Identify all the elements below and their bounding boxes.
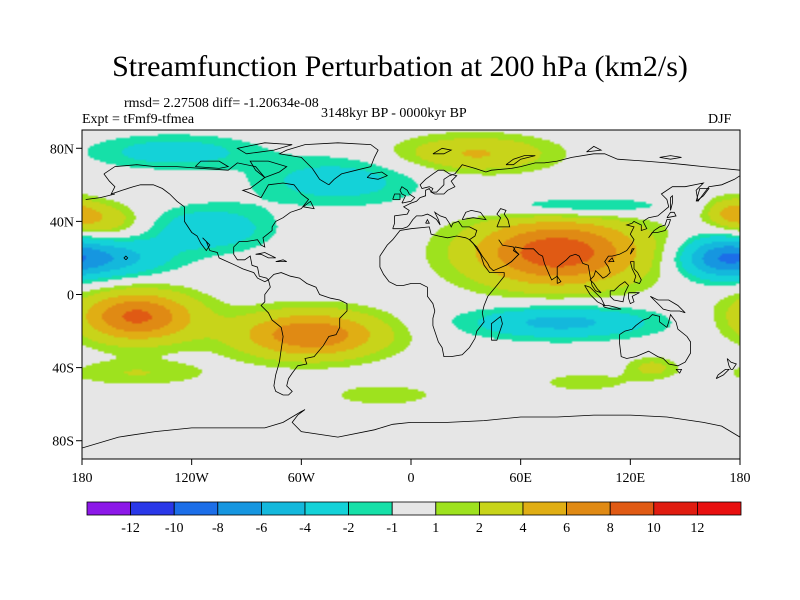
lon-tick-label: 60W: [288, 471, 316, 486]
coastline-borneo: [609, 281, 629, 303]
coastline-tasmania: [675, 368, 683, 374]
colorbar-label: -4: [299, 521, 311, 536]
colorbar-swatch: [435, 501, 480, 516]
coastline-new-zealand-south: [715, 368, 730, 379]
colorbar-swatch: [304, 501, 349, 516]
longitude-axis: 180 120W 60W 0 60E 120E 180: [72, 459, 751, 486]
colorbar-swatch: [566, 501, 611, 516]
coastline-ireland: [392, 193, 401, 200]
colorbar-swatch: [217, 501, 262, 516]
colorbar-label: 6: [563, 521, 570, 536]
coastline-severnaya: [586, 145, 603, 153]
colorbar-swatch: [260, 501, 306, 516]
colorbar-label: 8: [607, 521, 614, 536]
lat-tick-label: 0: [67, 289, 74, 304]
lat-tick-label: 40S: [52, 362, 74, 377]
chart-title: Streamfunction Perturbation at 200 hPa (…: [112, 50, 688, 83]
coastline-victoria-isl: [195, 160, 230, 169]
lat-tick-label: 80S: [52, 435, 74, 450]
coastline-new-zealand-north: [726, 358, 737, 370]
coastline-baffin: [249, 160, 288, 178]
lat-tick-label: 40N: [50, 215, 74, 230]
colorbar-label: 12: [690, 521, 704, 536]
season-text: DJF: [708, 112, 732, 127]
coastline-java: [602, 305, 622, 310]
colorbar-swatch: [697, 501, 742, 516]
coastline-north-america: [103, 162, 310, 283]
coastline-hokkaido: [666, 211, 677, 219]
coastline-africa: [379, 226, 505, 358]
anomaly-field: [82, 130, 740, 459]
period-text: 3148kyr BP - 0000kyr BP: [321, 106, 467, 121]
colorbar-label: -1: [386, 521, 398, 536]
coastline-kamchatka: [695, 188, 710, 202]
colorbar-label: -10: [165, 521, 184, 536]
colorbar-swatch: [478, 501, 524, 516]
coastline-nsi: [659, 155, 682, 160]
coastline-madagascar: [490, 315, 503, 341]
coastline-taiwan: [629, 248, 635, 255]
lon-tick-label: 120E: [616, 471, 646, 486]
coastline-ellesmere: [236, 142, 293, 155]
coastline-svalbard: [432, 147, 453, 155]
coastline-novaya-zemlya: [505, 155, 536, 166]
colorbar-swatch: [173, 501, 219, 516]
coastline-philippines: [629, 261, 642, 284]
coastline-new-guinea: [650, 295, 686, 314]
coastline-arabia-persia: [498, 239, 520, 266]
coastline-iceland: [366, 171, 389, 180]
coastline-south-america: [260, 272, 348, 396]
coastline-hawaii: [123, 255, 129, 261]
colorbar-swatch: [391, 501, 437, 516]
coastline-hainan: [608, 257, 615, 263]
coastline-sakhalin: [670, 194, 673, 211]
coastline-aleutians: [85, 193, 115, 200]
coastline-black-sea: [461, 209, 487, 221]
colorbar-label: 10: [647, 521, 661, 536]
coastline-eurasia: [392, 153, 740, 294]
colorbar-swatch: [86, 501, 131, 516]
coastline-caspian: [496, 208, 511, 228]
lon-tick-label: 120W: [175, 471, 210, 486]
lon-tick-label: 180: [72, 471, 93, 486]
coastline-australia: [619, 313, 691, 367]
coastlines: [82, 142, 740, 449]
coastline-newfoundland: [302, 200, 315, 210]
stats-text: rmsd= 2.27508 diff= -1.20634e-08: [124, 96, 319, 111]
lon-tick-label: 180: [730, 471, 751, 486]
colorbar-swatch: [348, 501, 393, 516]
coastline-uk: [399, 186, 416, 204]
lon-tick-label: 0: [408, 471, 415, 486]
colorbar-label: 4: [520, 521, 527, 536]
colorbar-swatch: [130, 501, 175, 516]
coastline-sulawesi: [628, 292, 640, 305]
anomaly-field-image: [82, 130, 740, 459]
coastline-mediterranean-isl: [425, 218, 430, 224]
colorbar-label: -8: [212, 521, 224, 536]
colorbar-label: -12: [121, 521, 140, 536]
experiment-text: Expt = tFmf9-tfmea: [82, 112, 195, 127]
coastline-sri-lanka: [556, 274, 562, 284]
colorbar-swatch: [609, 501, 655, 516]
colorbar-swatch: [653, 501, 698, 516]
colorbar-label: -2: [343, 521, 355, 536]
coastline-hispaniola: [275, 259, 287, 263]
lon-tick-label: 60E: [509, 471, 532, 486]
colorbar-label: 2: [476, 521, 483, 536]
latitude-axis: 80N 40N 0 40S 80S: [50, 142, 82, 450]
coastline-antarctica: [82, 409, 740, 449]
lat-tick-label: 80N: [50, 142, 74, 157]
coastline-greenland: [278, 142, 379, 186]
coastline-japan: [648, 219, 672, 239]
coastline-cuba: [255, 252, 276, 259]
colorbar-swatch: [522, 501, 567, 516]
colorbar-label: -6: [256, 521, 268, 536]
colorbar: -12 -10 -8 -6 -4 -2 -1 1 2 4 6 8 10 12: [86, 501, 742, 536]
colorbar-label: 1: [432, 521, 439, 536]
